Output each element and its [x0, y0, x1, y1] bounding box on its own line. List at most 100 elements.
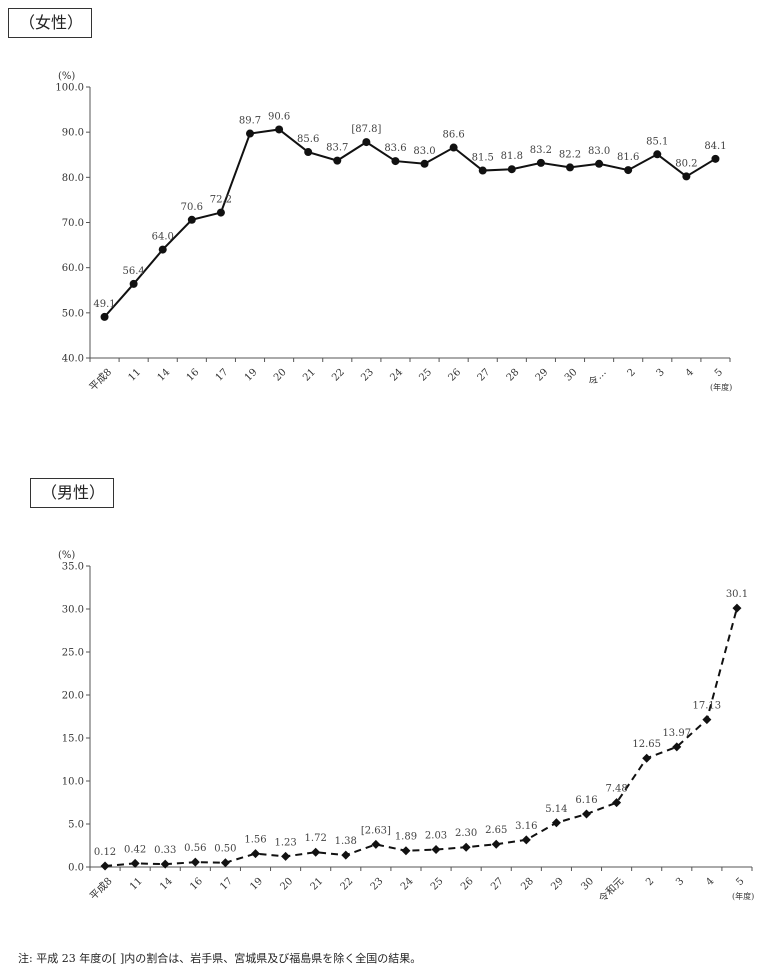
female-y-tick-label: 40.0 — [62, 354, 84, 365]
female-data-point — [507, 165, 516, 174]
female-data-point — [391, 157, 400, 166]
female-series-line — [103, 128, 716, 318]
male-data-point — [251, 849, 260, 859]
female-x-tick-label: 24 — [388, 367, 405, 384]
male-data-point — [341, 850, 351, 860]
male-data-point — [311, 847, 321, 857]
male-x-unit: (年度) — [732, 891, 754, 901]
female-x-tick-label: 30 — [563, 367, 580, 384]
female-x-tick-label: 5 — [713, 367, 725, 379]
male-y-tick-label: 30.0 — [62, 605, 84, 616]
female-data-point — [187, 215, 196, 224]
female-data-label: 89.7 — [239, 116, 261, 127]
female-x-tick-label: 2 — [626, 367, 638, 379]
male-series-line — [104, 607, 738, 867]
male-data-point — [281, 851, 291, 861]
female-data-label: 64.0 — [152, 232, 174, 243]
male-x-tick-label: 24 — [399, 876, 416, 893]
male-y-tick-label: 5.0 — [68, 820, 84, 831]
male-data-label: 5.14 — [545, 804, 567, 815]
male-data-label: 0.33 — [154, 845, 176, 856]
female-x-tick-label: 27 — [476, 367, 493, 384]
male-data-point — [612, 798, 622, 808]
male-y-tick-label: 15.0 — [62, 734, 84, 745]
male-data-label: 3.16 — [515, 821, 537, 832]
male-data-point — [642, 753, 652, 763]
female-data-label: 83.7 — [326, 143, 348, 154]
male-x-tick-label: 26 — [459, 876, 476, 893]
female-x-tick-label: 21 — [301, 367, 318, 384]
female-data-point — [304, 148, 313, 157]
male-x-tick-label: 平成8 — [88, 875, 115, 902]
male-data-point — [160, 859, 170, 869]
male-data-point — [702, 715, 712, 725]
female-y-tick-label: 50.0 — [62, 308, 84, 319]
female-data-label: 84.1 — [704, 141, 726, 152]
male-data-label: 1.56 — [244, 835, 266, 846]
male-x-tick-label: 11 — [128, 876, 145, 893]
female-x-tick-label: 16 — [185, 367, 202, 384]
male-x-tick-label: 16 — [188, 876, 205, 893]
male-x-tick-label: 令和元 — [596, 874, 626, 904]
female-x-tick-label: 令… — [585, 365, 608, 388]
female-y-tick-label: 100.0 — [55, 83, 84, 94]
female-data-label: [87.8] — [351, 124, 381, 135]
female-x-tick-label: 3 — [655, 367, 667, 379]
female-data-label: 82.2 — [559, 149, 581, 160]
male-y-tick-label: 0.0 — [68, 863, 84, 874]
male-data-point — [220, 858, 230, 868]
male-data-label: 30.1 — [726, 589, 748, 600]
female-data-point — [362, 138, 371, 147]
male-data-label: 0.12 — [94, 847, 116, 858]
female-x-tick-label: 20 — [272, 367, 289, 384]
male-x-tick-label: 28 — [519, 876, 536, 893]
male-x-tick-label: 22 — [339, 876, 356, 893]
female-data-label: 49.1 — [93, 299, 115, 310]
male-x-tick-label: 19 — [248, 876, 265, 893]
female-data-point — [158, 245, 167, 254]
male-x-tick-label: 20 — [278, 876, 295, 893]
male-data-point — [491, 839, 501, 849]
female-data-label: 85.6 — [297, 134, 319, 145]
female-y-tick-label: 80.0 — [62, 173, 84, 184]
female-data-label: 86.6 — [443, 130, 465, 141]
male-x-tick-label: 27 — [489, 876, 506, 893]
female-x-tick-label: 11 — [127, 367, 144, 384]
male-x-tick-label: 21 — [309, 876, 326, 893]
male-data-label: 1.72 — [305, 833, 327, 844]
male-data-label: 1.23 — [274, 837, 296, 848]
male-data-label: 12.65 — [632, 739, 661, 750]
male-data-point — [461, 842, 471, 852]
female-x-tick-label: 28 — [505, 367, 522, 384]
female-x-tick-label: 23 — [359, 367, 376, 384]
female-data-point — [449, 143, 458, 152]
male-chart-title: （男性） — [30, 478, 114, 508]
male-data-label: [2.63] — [361, 825, 391, 836]
male-x-tick-label: 25 — [429, 876, 446, 893]
male-y-tick-label: 20.0 — [62, 691, 84, 702]
female-x-tick-label: 平成8 — [87, 366, 114, 393]
female-data-label: 80.2 — [675, 158, 697, 169]
male-y-tick-label: 35.0 — [62, 562, 84, 573]
female-data-point — [129, 279, 138, 288]
male-x-tick-label: 4 — [704, 876, 716, 888]
female-data-label: 72.2 — [210, 195, 232, 206]
female-x-tick-label: 4 — [684, 367, 696, 379]
female-data-label: 70.6 — [181, 202, 203, 213]
female-data-label: 90.6 — [268, 111, 290, 122]
male-data-label: 17.13 — [693, 701, 722, 712]
female-x-tick-label: 26 — [447, 367, 464, 384]
female-data-label: 81.8 — [501, 151, 523, 162]
female-data-label: 56.4 — [123, 266, 145, 277]
female-data-point — [595, 159, 604, 168]
male-x-tick-label: 3 — [674, 876, 686, 888]
male-data-point — [582, 809, 591, 819]
male-x-tick-label: 30 — [579, 876, 596, 893]
male-x-tick-label: 17 — [218, 876, 235, 893]
male-data-label: 2.30 — [455, 828, 477, 839]
female-data-point — [711, 154, 720, 163]
male-x-tick-label: 2 — [644, 876, 656, 888]
female-data-point — [275, 125, 284, 134]
footnote: 注: 平成 23 年度の[ ]内の割合は、岩手県、宮城県及び福島県を除く全国の結… — [18, 952, 422, 965]
